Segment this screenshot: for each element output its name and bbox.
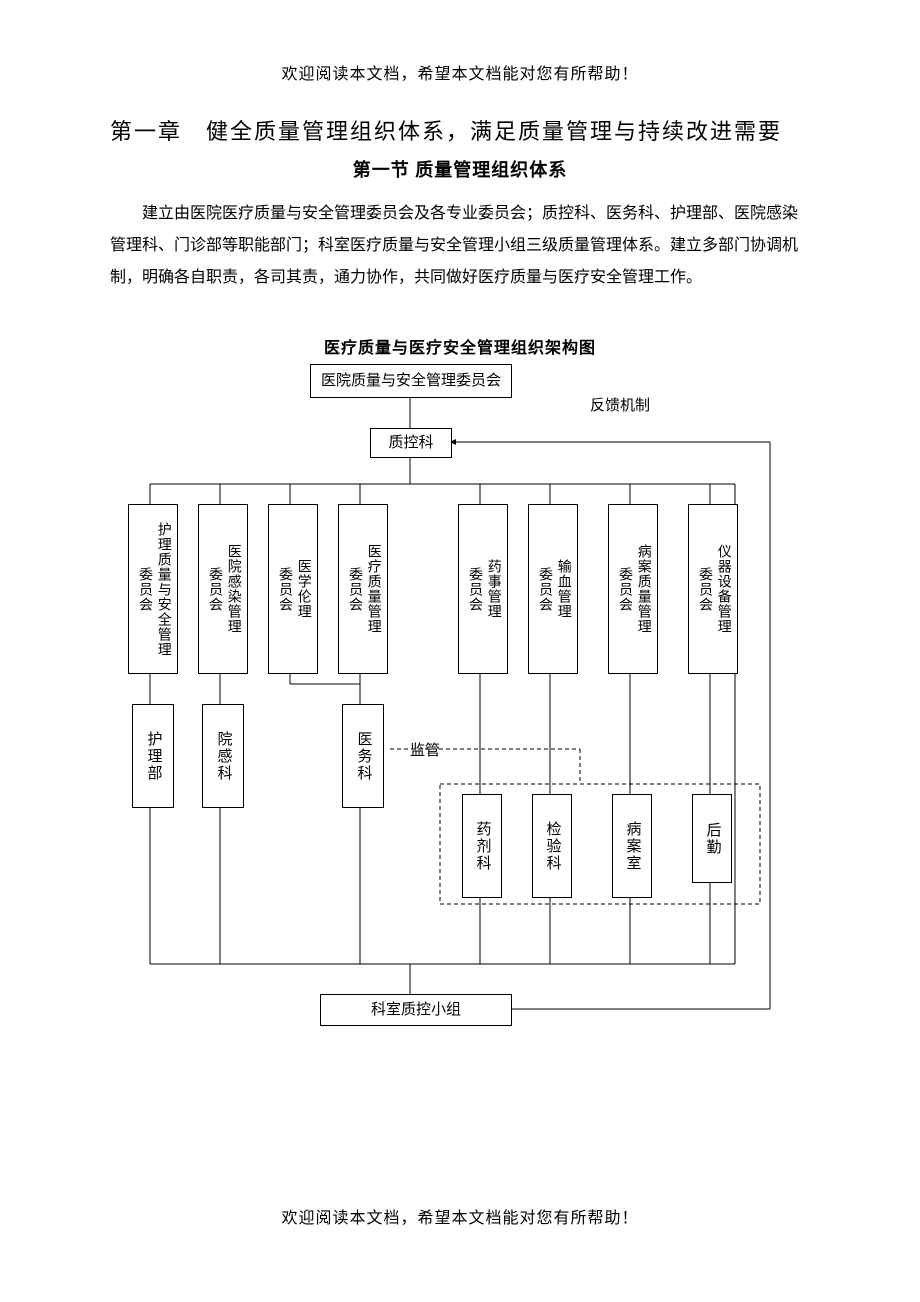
body-paragraph: 建立由医院医疗质量与安全管理委员会及各专业委员会；质控科、医务科、护理部、医院感… — [110, 198, 810, 294]
node-dept-lab: 检验科 — [532, 794, 572, 898]
node-bottom: 科室质控小组 — [320, 994, 512, 1026]
node-top-committee: 医院质量与安全管理委员会 — [310, 364, 512, 398]
node-dept-logistics: 后勤 — [692, 794, 732, 883]
node-committee-7: 委员会仪器设备管理 — [688, 504, 738, 674]
org-chart: 医院质量与安全管理委员会 质控科 反馈机制 委员会护理质量与安全管理 委员会医院… — [110, 364, 810, 1084]
node-dept-medical: 医务科 — [342, 704, 384, 808]
node-committee-6: 委员会病案质量管理 — [608, 504, 658, 674]
node-committee-1: 委员会医院感染管理 — [198, 504, 248, 674]
label-feedback: 反馈机制 — [590, 394, 650, 415]
label-supervise: 监管 — [410, 739, 440, 760]
node-dept-infection: 院感科 — [202, 704, 244, 808]
node-committee-5: 委员会输血管理 — [528, 504, 578, 674]
page-header: 欢迎阅读本文档，希望本文档能对您有所帮助！ — [110, 60, 810, 84]
node-dept-pharmacy: 药剂科 — [462, 794, 502, 898]
diagram-title: 医疗质量与医疗安全管理组织架构图 — [110, 334, 810, 358]
node-committee-3: 委员会医疗质量管理 — [338, 504, 388, 674]
node-dept-records: 病案室 — [612, 794, 652, 898]
node-committee-4: 委员会药事管理 — [458, 504, 508, 674]
page-footer: 欢迎阅读本文档，希望本文档能对您有所帮助！ — [110, 1204, 810, 1228]
node-committee-0: 委员会护理质量与安全管理 — [128, 504, 178, 674]
section-title: 第一节 质量管理组织体系 — [110, 156, 810, 182]
node-committee-2: 委员会医学伦理 — [268, 504, 318, 674]
node-qc-dept: 质控科 — [370, 428, 452, 458]
node-dept-nursing: 护理部 — [132, 704, 174, 808]
chapter-title: 第一章 健全质量管理组织体系，满足质量管理与持续改进需要 — [110, 114, 810, 146]
